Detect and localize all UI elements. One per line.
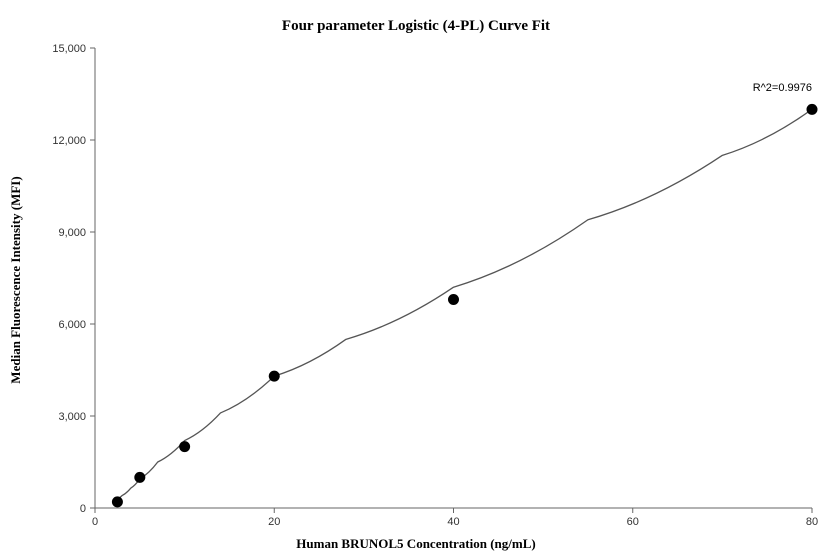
data-point xyxy=(112,496,123,507)
r-squared-annotation: R^2=0.9976 xyxy=(753,82,812,94)
data-point xyxy=(179,441,190,452)
data-point xyxy=(269,371,280,382)
x-tick-label: 80 xyxy=(806,516,818,528)
data-point xyxy=(134,472,145,483)
y-tick-label: 15,000 xyxy=(52,43,86,55)
x-tick-label: 60 xyxy=(627,516,639,528)
x-tick-label: 40 xyxy=(447,516,459,528)
chart-svg: 0 3,000 6,000 9,000 12,000 15,000 0 20 40 60 80 R^2… xyxy=(0,0,832,560)
y-tick-label: 6,000 xyxy=(58,319,86,331)
data-point xyxy=(448,294,459,305)
data-point xyxy=(807,104,818,115)
fit-curve xyxy=(113,109,812,502)
y-tick-label: 0 xyxy=(80,503,86,515)
chart-container: Four parameter Logistic (4-PL) Curve Fit… xyxy=(0,0,832,560)
x-tick-label: 0 xyxy=(92,516,98,528)
y-tick-label: 3,000 xyxy=(58,411,86,423)
x-tick-label: 20 xyxy=(268,516,280,528)
y-tick-label: 12,000 xyxy=(52,135,86,147)
y-tick-label: 9,000 xyxy=(58,227,86,239)
